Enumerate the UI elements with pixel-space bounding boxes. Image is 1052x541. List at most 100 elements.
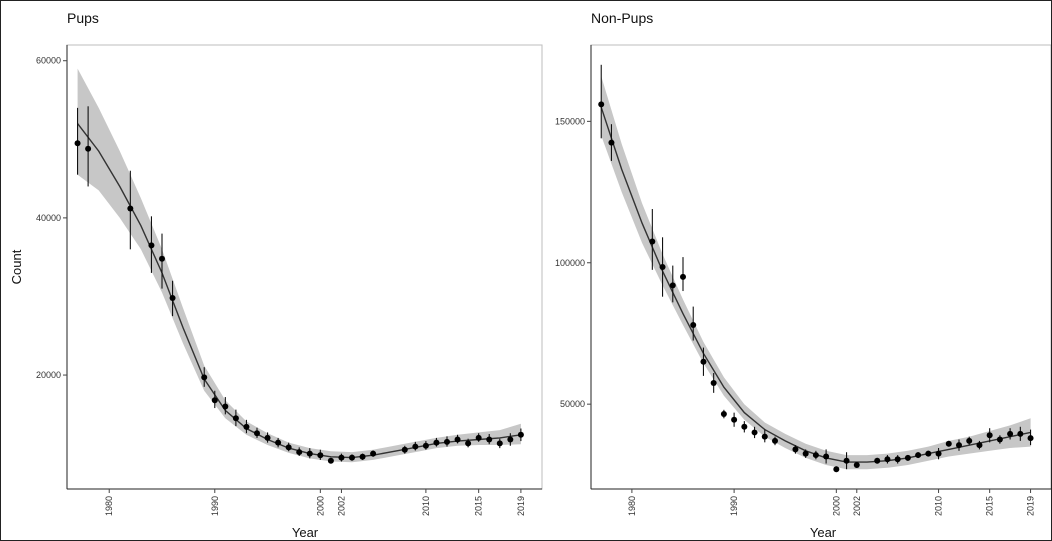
pups-data-point: [222, 403, 229, 410]
non-pups-data-point: [833, 466, 840, 473]
non-pups-data-point: [680, 273, 686, 280]
pups-data-point: [264, 434, 271, 441]
pups-data-point: [254, 430, 260, 437]
non-pups-data-point: [741, 423, 748, 430]
non-pups-data-point: [986, 432, 993, 439]
non-pups-x-tick-label: 2015: [985, 496, 995, 516]
non-pups-x-tick-label: 1980: [627, 496, 637, 516]
pups-data-point: [349, 454, 355, 461]
non-pups-data-point: [823, 453, 830, 460]
non-pups-y-tick-label: 100000: [555, 258, 585, 268]
non-pups-data-point: [761, 433, 768, 440]
pups-data-point: [243, 423, 250, 430]
pups-data-point: [422, 442, 429, 449]
non-pups-data-point: [598, 101, 605, 108]
non-pups-data-point: [669, 282, 676, 289]
pups-data-point: [359, 453, 366, 460]
non-pups-data-point: [690, 321, 697, 328]
pups-data-point: [444, 438, 450, 445]
pups-x-tick-label: 2010: [421, 496, 431, 516]
pups-data-point: [296, 449, 303, 456]
non-pups-data-point: [792, 446, 799, 453]
non-pups-data-point: [608, 139, 615, 146]
non-pups-data-point: [853, 461, 860, 468]
pups-data-point: [85, 145, 92, 152]
non-pups-title: Non-Pups: [591, 10, 653, 26]
non-pups-confidence-ribbon: [601, 76, 1031, 470]
non-pups-x-tick-label: 2019: [1026, 496, 1036, 516]
non-pups-data-point: [966, 437, 973, 444]
pups-title: Pups: [67, 10, 99, 26]
pups-x-axis-title: Year: [292, 525, 319, 540]
pups-data-point: [127, 205, 134, 212]
pups-data-point: [201, 374, 208, 381]
non-pups-data-point: [772, 437, 778, 444]
non-pups-data-point: [802, 450, 809, 457]
pups-data-point: [507, 436, 514, 443]
non-pups-panel: Non-Pups Year 50000 100000 150000 1980 1990 2…: [555, 10, 1051, 540]
pups-data-point: [465, 440, 472, 447]
pups-panel: Pups Year Count 20000 40000 60000 1980 1990 2…: [9, 10, 543, 540]
pups-plot-frame: [66, 44, 543, 490]
pups-data-point: [306, 450, 313, 457]
pups-data-point: [517, 431, 524, 438]
non-pups-data-point: [843, 457, 850, 464]
pups-data-point: [433, 439, 440, 446]
pups-data-point: [232, 415, 239, 422]
non-pups-data-point: [925, 450, 932, 457]
non-pups-x-tick-label: 1990: [729, 496, 739, 516]
non-pups-data-point: [1017, 430, 1024, 437]
pups-x-tick-label: 1990: [210, 496, 220, 516]
pups-y-tick-label: 20000: [36, 370, 61, 380]
pups-data-point: [370, 450, 377, 457]
non-pups-data-point: [884, 456, 891, 463]
non-pups-data-point: [731, 416, 738, 423]
non-pups-x-axis-title: Year: [810, 525, 837, 540]
non-pups-x-tick-label: 2002: [852, 496, 862, 516]
pups-y-axis-title: Count: [9, 249, 24, 284]
pups-x-tick-label: 2002: [336, 496, 346, 516]
pups-data-point: [211, 397, 218, 404]
pups-data-point: [412, 443, 419, 450]
non-pups-data-point: [894, 456, 901, 463]
non-pups-data-point: [976, 442, 983, 449]
pups-data-point: [74, 140, 81, 147]
non-pups-data-point: [945, 440, 952, 447]
non-pups-data-point: [904, 454, 911, 461]
pups-confidence-ribbon: [77, 68, 521, 463]
pups-x-tick-label: 2019: [516, 496, 526, 516]
pups-x-tick-label: 2000: [315, 496, 325, 516]
pups-data-point: [475, 434, 482, 441]
pups-data-point: [496, 440, 503, 447]
pups-data-point: [148, 242, 155, 249]
non-pups-data-point: [700, 358, 707, 365]
non-pups-y-tick-label: 50000: [560, 399, 585, 409]
non-pups-x-tick-label: 2010: [934, 496, 944, 516]
non-pups-data-point: [1027, 435, 1034, 442]
non-pups-data-point: [996, 436, 1003, 443]
non-pups-y-tick-label: 150000: [555, 116, 585, 126]
pups-y-tick-label: 60000: [36, 56, 61, 66]
pups-data-point: [275, 439, 282, 446]
pups-y-tick-label: 40000: [36, 213, 61, 223]
pups-data-point: [285, 444, 292, 451]
pups-x-tick-label: 1980: [104, 496, 114, 516]
pups-data-point: [317, 452, 324, 459]
non-pups-data-point: [956, 442, 962, 449]
pups-data-point: [159, 255, 165, 262]
non-pups-data-point: [874, 457, 881, 464]
pups-data-point: [454, 436, 461, 443]
pups-data-point: [169, 295, 176, 302]
non-pups-data-point: [812, 452, 819, 459]
non-pups-data-point: [649, 238, 656, 245]
non-pups-data-point: [659, 264, 666, 270]
non-pups-marks: [598, 64, 1034, 473]
pups-marks: [74, 68, 524, 464]
non-pups-data-point: [1007, 430, 1014, 437]
pups-data-point: [401, 446, 408, 453]
non-pups-data-point: [751, 429, 758, 436]
pups-data-point: [486, 436, 493, 443]
non-pups-data-point: [935, 450, 942, 457]
non-pups-data-point: [720, 411, 727, 418]
